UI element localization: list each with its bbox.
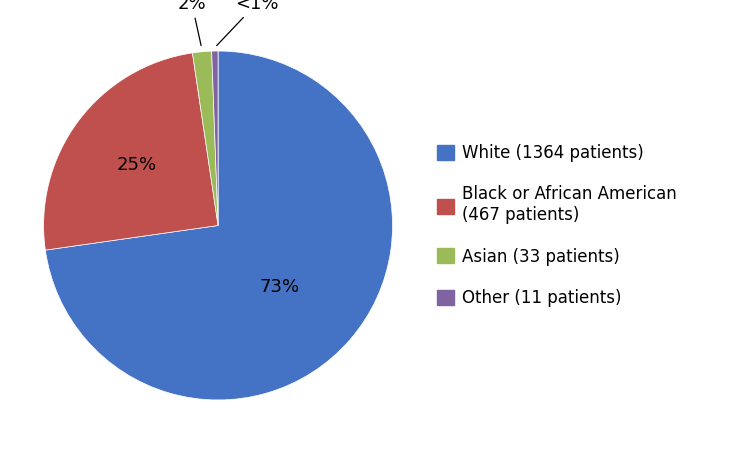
Wedge shape	[44, 53, 218, 250]
Text: 73%: 73%	[0, 450, 1, 451]
Wedge shape	[45, 51, 393, 400]
Legend: White (1364 patients), Black or African American
(467 patients), Asian (33 patie: White (1364 patients), Black or African …	[437, 144, 677, 307]
Text: 25%: 25%	[117, 156, 157, 174]
Text: 25%: 25%	[0, 450, 1, 451]
Wedge shape	[193, 51, 218, 226]
Text: 2%: 2%	[0, 450, 1, 451]
Text: 73%: 73%	[259, 277, 299, 295]
Wedge shape	[211, 51, 218, 226]
Text: 1%: 1%	[0, 450, 1, 451]
Text: 2%: 2%	[177, 0, 206, 46]
Text: <1%: <1%	[217, 0, 278, 46]
